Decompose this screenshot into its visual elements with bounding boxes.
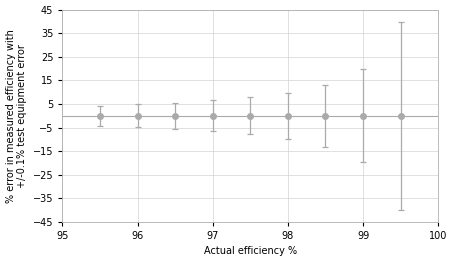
Y-axis label: % error in measured efficiency with
+/-0.1% test equipment error: % error in measured efficiency with +/-0… xyxy=(5,29,27,203)
X-axis label: Actual efficiency %: Actual efficiency % xyxy=(204,247,297,256)
